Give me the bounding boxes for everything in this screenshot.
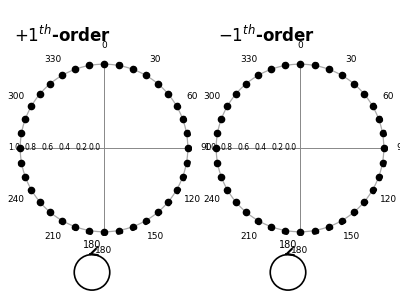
Text: 0: 0: [297, 41, 303, 50]
Text: 30: 30: [149, 55, 161, 64]
Text: 180: 180: [291, 246, 309, 255]
Text: $+1^{th}$-order: $+1^{th}$-order: [14, 24, 110, 45]
Text: 60: 60: [383, 92, 394, 101]
Text: 0.4: 0.4: [254, 143, 266, 153]
Text: 330: 330: [240, 55, 258, 64]
Text: 0.8: 0.8: [221, 143, 233, 153]
Text: 210: 210: [44, 232, 62, 241]
Text: 90: 90: [200, 143, 212, 153]
Text: 300: 300: [203, 92, 220, 101]
Text: 150: 150: [146, 232, 164, 241]
Text: 60: 60: [187, 92, 198, 101]
Text: 120: 120: [380, 194, 397, 204]
Text: 0.2: 0.2: [271, 143, 283, 153]
Text: 0.6: 0.6: [238, 143, 250, 153]
Text: 240: 240: [7, 194, 24, 204]
Text: 0.4: 0.4: [58, 143, 70, 153]
Text: 0.0: 0.0: [88, 143, 101, 153]
Text: 0.2: 0.2: [75, 143, 87, 153]
Text: 1.0: 1.0: [8, 143, 20, 153]
Text: 180: 180: [279, 240, 297, 250]
Text: 30: 30: [345, 55, 357, 64]
Text: 0: 0: [101, 41, 107, 50]
Text: 0.6: 0.6: [42, 143, 54, 153]
Text: 330: 330: [44, 55, 62, 64]
Text: 150: 150: [342, 232, 360, 241]
Text: 300: 300: [7, 92, 24, 101]
Text: $-1^{th}$-order: $-1^{th}$-order: [218, 24, 314, 45]
Text: 210: 210: [240, 232, 258, 241]
Text: 180: 180: [83, 240, 101, 250]
Text: 0.0: 0.0: [284, 143, 297, 153]
Text: 90: 90: [396, 143, 400, 153]
Text: 180: 180: [95, 246, 113, 255]
Text: 120: 120: [184, 194, 201, 204]
Text: 240: 240: [203, 194, 220, 204]
Text: 0.8: 0.8: [25, 143, 37, 153]
Text: 1.0: 1.0: [204, 143, 216, 153]
